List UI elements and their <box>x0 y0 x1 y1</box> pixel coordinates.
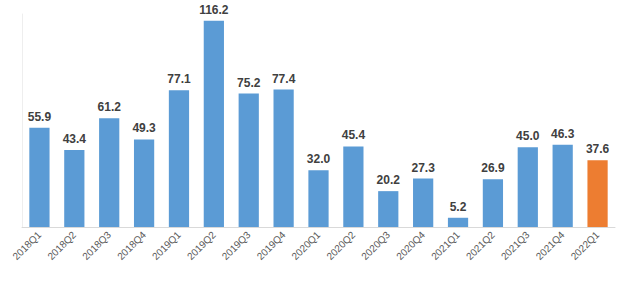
svg-text:2022Q1: 2022Q1 <box>569 229 602 262</box>
svg-text:2018Q1: 2018Q1 <box>10 229 43 262</box>
svg-text:26.9: 26.9 <box>481 161 505 175</box>
svg-text:116.2: 116.2 <box>199 3 229 17</box>
svg-text:2021Q3: 2021Q3 <box>499 229 532 262</box>
svg-text:2020Q2: 2020Q2 <box>324 229 357 262</box>
svg-text:2019Q4: 2019Q4 <box>255 229 288 262</box>
svg-text:2019Q1: 2019Q1 <box>150 229 183 262</box>
svg-text:27.3: 27.3 <box>411 161 435 175</box>
svg-text:2018Q4: 2018Q4 <box>115 229 148 262</box>
svg-text:2020Q3: 2020Q3 <box>359 229 392 262</box>
svg-text:45.0: 45.0 <box>516 129 540 143</box>
svg-text:46.3: 46.3 <box>551 127 575 141</box>
svg-text:2019Q3: 2019Q3 <box>220 229 253 262</box>
svg-text:43.4: 43.4 <box>63 132 87 146</box>
svg-text:61.2: 61.2 <box>98 100 122 114</box>
svg-text:2021Q1: 2021Q1 <box>429 229 462 262</box>
svg-text:77.4: 77.4 <box>272 72 296 86</box>
svg-text:75.2: 75.2 <box>237 76 261 90</box>
svg-text:37.6: 37.6 <box>586 142 610 156</box>
svg-text:49.3: 49.3 <box>132 121 156 135</box>
svg-text:32.0: 32.0 <box>307 152 331 166</box>
svg-text:2021Q2: 2021Q2 <box>464 229 497 262</box>
svg-text:2018Q2: 2018Q2 <box>45 229 78 262</box>
svg-text:20.2: 20.2 <box>377 173 401 187</box>
svg-text:77.1: 77.1 <box>167 72 191 86</box>
svg-text:2018Q3: 2018Q3 <box>80 229 113 262</box>
svg-text:2020Q4: 2020Q4 <box>394 229 427 262</box>
svg-text:2021Q4: 2021Q4 <box>534 229 567 262</box>
svg-text:5.2: 5.2 <box>450 200 467 214</box>
svg-text:2019Q2: 2019Q2 <box>185 229 218 262</box>
svg-text:45.4: 45.4 <box>342 128 366 142</box>
svg-text:2020Q1: 2020Q1 <box>289 229 322 262</box>
svg-text:55.9: 55.9 <box>28 110 52 124</box>
